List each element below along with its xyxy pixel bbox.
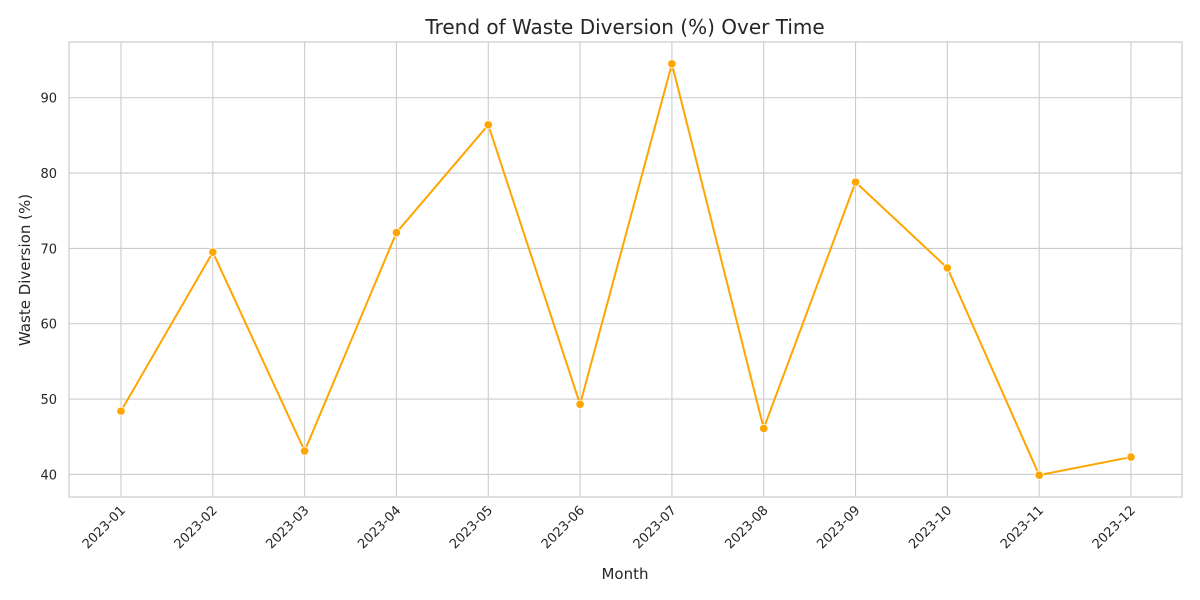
y-axis-ticks: 40 50 60 70 80 90: [40, 92, 57, 484]
x-tick-label: 2023-12: [1090, 503, 1139, 552]
series-markers: [116, 59, 1136, 480]
y-tick-label: 70: [40, 242, 57, 257]
data-point: [208, 247, 218, 257]
data-point: [667, 59, 677, 69]
data-point: [850, 177, 861, 187]
x-axis-label: Month: [601, 565, 648, 583]
x-tick-label: 2023-09: [814, 503, 863, 552]
data-point: [483, 120, 493, 130]
x-tick-label: 2023-11: [998, 503, 1047, 552]
x-tick-label: 2023-06: [539, 503, 588, 552]
x-tick-label: 2023-10: [906, 503, 955, 552]
x-tick-label: 2023-01: [80, 503, 129, 552]
data-point: [759, 423, 769, 434]
data-point: [391, 227, 402, 238]
data-point: [942, 263, 952, 273]
chart-title: Trend of Waste Diversion (%) Over Time: [424, 15, 824, 39]
y-tick-label: 50: [40, 393, 57, 408]
data-point: [575, 399, 585, 409]
plot-area: [68, 41, 1183, 498]
data-point: [1034, 470, 1044, 480]
data-point: [1126, 452, 1136, 462]
x-tick-label: 2023-05: [447, 503, 496, 552]
y-axis-label: Waste Diversion (%): [16, 194, 34, 346]
y-tick-label: 60: [40, 318, 57, 333]
x-tick-label: 2023-07: [631, 503, 680, 552]
data-point: [300, 446, 310, 456]
grid-lines: [69, 42, 1182, 497]
series-line: [120, 59, 1132, 477]
x-tick-label: 2023-08: [723, 503, 772, 552]
x-tick-label: 2023-02: [172, 503, 221, 552]
x-axis-ticks: 2023-01 2023-02 2023-03 2023-04 2023-05 2023-…: [80, 503, 1139, 552]
y-tick-label: 40: [40, 468, 57, 483]
data-point: [116, 406, 126, 416]
y-tick-label: 90: [40, 92, 57, 107]
y-tick-label: 80: [40, 167, 57, 182]
x-tick-label: 2023-04: [355, 503, 404, 552]
x-tick-label: 2023-03: [263, 503, 312, 552]
